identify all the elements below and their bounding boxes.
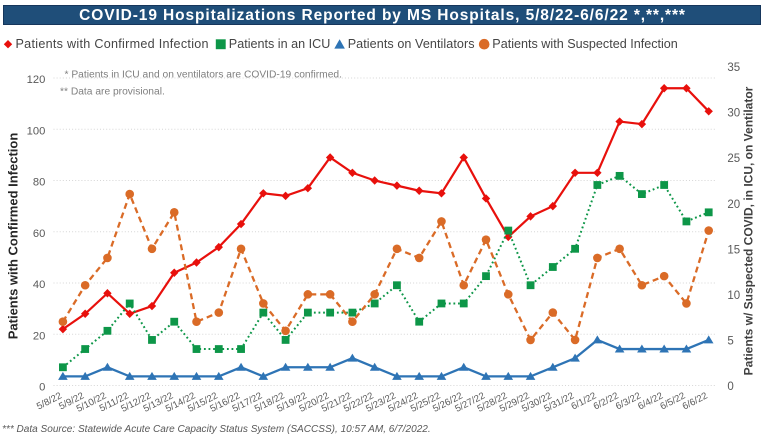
svg-text:80: 80 <box>33 177 45 189</box>
svg-text:20: 20 <box>33 330 45 342</box>
svg-text:10: 10 <box>727 290 740 302</box>
svg-text:* Patients in ICU and on venti: * Patients in ICU and on ventilators are… <box>65 70 342 81</box>
svg-text:COVID-19 Hospitalizations Repo: COVID-19 Hospitalizations Reported by MS… <box>79 7 686 24</box>
svg-text:Patients on Ventilators: Patients on Ventilators <box>348 37 475 51</box>
svg-text:Patients with Confirmed Infect: Patients with Confirmed Infection <box>6 133 21 340</box>
svg-text:Patients with Confirmed Infect: Patients with Confirmed Infection <box>16 37 209 51</box>
svg-text:25: 25 <box>727 153 740 165</box>
svg-text:5: 5 <box>727 336 733 348</box>
svg-text:35: 35 <box>727 62 740 74</box>
svg-text:** Data are provisional.: ** Data are provisional. <box>60 87 165 98</box>
svg-text:Patients in an ICU: Patients in an ICU <box>229 37 331 51</box>
svg-text:20: 20 <box>727 199 740 211</box>
svg-text:120: 120 <box>27 74 46 86</box>
svg-text:15: 15 <box>727 244 740 256</box>
svg-text:Patients w/ Suspected COVID, i: Patients w/ Suspected COVID, in ICU, on … <box>742 86 756 375</box>
svg-text:40: 40 <box>33 279 45 291</box>
svg-text:0: 0 <box>727 381 733 393</box>
svg-text:100: 100 <box>27 125 46 137</box>
svg-text:30: 30 <box>727 108 740 120</box>
svg-text:Patients with Suspected Infect: Patients with Suspected Infection <box>492 37 678 51</box>
svg-text:60: 60 <box>33 228 45 240</box>
svg-text:0: 0 <box>39 382 45 394</box>
svg-text:*** Data Source: Statewide Acu: *** Data Source: Statewide Acute Care Ca… <box>2 424 431 435</box>
